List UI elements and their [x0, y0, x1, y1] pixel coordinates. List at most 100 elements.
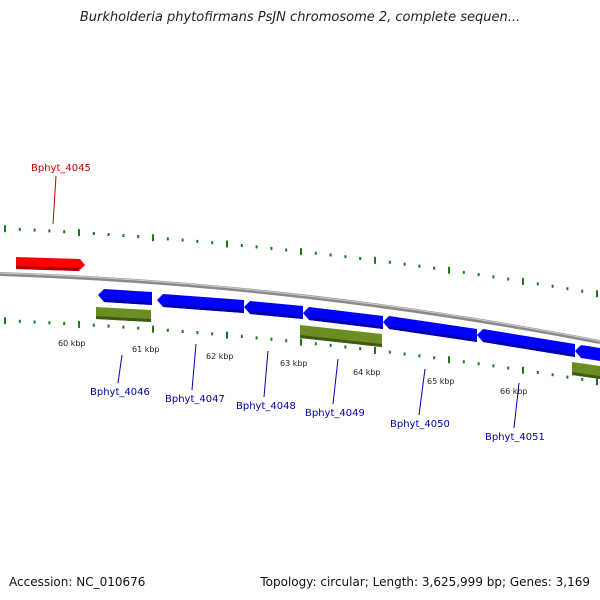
label-leader-line — [513, 382, 520, 429]
scale-tick — [522, 366, 524, 374]
scale-tick — [240, 243, 243, 247]
tick-label: 65 kbp — [427, 377, 455, 386]
scale-tick — [507, 366, 510, 370]
scale-tick — [418, 264, 421, 268]
scale-tick — [536, 370, 539, 374]
scale-tick — [448, 266, 450, 274]
scale-tick — [492, 364, 495, 368]
scale-tick — [181, 329, 184, 333]
upper-tick-row — [4, 225, 598, 298]
scale-tick — [566, 287, 569, 291]
topology-info: Topology: circular; Length: 3,625,999 bp… — [260, 575, 590, 589]
scale-tick — [255, 245, 258, 249]
scale-tick — [255, 336, 258, 340]
scale-tick — [581, 289, 584, 293]
scale-tick — [300, 248, 302, 256]
gene-label-bphyt-4048[interactable]: Bphyt_4048 — [236, 401, 296, 412]
gene-bphyt-4051[interactable] — [477, 329, 575, 357]
gene-partial[interactable] — [575, 345, 600, 361]
scale-tick — [329, 343, 332, 347]
scale-tick — [92, 232, 95, 236]
scale-tick — [285, 339, 288, 343]
scale-tick — [78, 320, 80, 328]
scale-tick — [211, 241, 214, 245]
scale-tick — [374, 346, 376, 354]
scale-tick — [551, 284, 554, 288]
scale-tick — [388, 350, 391, 354]
tick-label: 64 kbp — [353, 368, 381, 377]
scale-tick — [4, 225, 6, 233]
label-leader-line — [332, 358, 339, 405]
scale-tick — [196, 239, 199, 243]
scale-tick — [63, 230, 66, 234]
scale-tick — [181, 238, 184, 242]
scale-tick — [48, 229, 51, 233]
scale-tick — [240, 334, 243, 338]
gene-bphyt-4050[interactable] — [383, 316, 477, 342]
scale-tick — [462, 360, 465, 364]
tick-label: 60 kbp — [58, 339, 86, 348]
tick-label: 63 kbp — [280, 359, 308, 368]
scale-tick — [18, 227, 21, 231]
feature-green-3[interactable] — [572, 362, 600, 379]
feature-green-1[interactable] — [96, 307, 151, 322]
scale-tick — [137, 235, 140, 239]
scale-tick — [329, 253, 332, 257]
scale-tick — [137, 326, 140, 330]
scale-tick — [596, 290, 598, 298]
tick-label: 66 kbp — [500, 387, 528, 396]
scale-tick — [418, 354, 421, 358]
scale-tick — [448, 356, 450, 364]
scale-tick — [166, 328, 169, 332]
scale-tick — [78, 229, 80, 237]
tick-label: 61 kbp — [132, 345, 160, 354]
scale-tick — [344, 345, 347, 349]
scale-tick — [152, 234, 154, 242]
scale-tick — [166, 237, 169, 241]
scale-tick — [522, 277, 524, 285]
scale-tick — [63, 322, 66, 326]
scale-tick — [33, 228, 36, 232]
label-leader-line — [418, 368, 426, 416]
scale-tick — [507, 277, 510, 281]
scale-tick — [300, 338, 302, 346]
scale-tick — [477, 273, 480, 277]
gene-bphyt-4047[interactable] — [157, 294, 244, 313]
gene-bphyt-4049[interactable] — [303, 307, 383, 329]
scale-tick — [196, 331, 199, 335]
scale-tick — [226, 240, 228, 248]
scale-tick — [314, 342, 317, 346]
scale-tick — [122, 234, 125, 238]
scale-tick — [122, 325, 125, 329]
gene-label-bphyt-4050[interactable]: Bphyt_4050 — [390, 419, 450, 430]
accession-info: Accession: NC_010676 — [9, 575, 146, 589]
scale-tick — [492, 275, 495, 279]
scale-tick — [403, 262, 406, 266]
gene-bphyt-4048[interactable] — [244, 301, 303, 319]
scale-tick — [270, 246, 273, 250]
scale-tick — [211, 332, 214, 336]
scale-tick — [566, 375, 569, 379]
scale-tick — [285, 248, 288, 252]
gene-bphyt-4046[interactable] — [98, 289, 152, 305]
scale-tick — [92, 323, 95, 327]
tick-label: 62 kbp — [206, 352, 234, 361]
scale-tick — [4, 317, 6, 325]
scale-tick — [314, 251, 317, 255]
feature-green-2[interactable] — [300, 325, 382, 347]
scale-tick — [107, 324, 110, 328]
gene-bphyt-4045[interactable] — [16, 257, 85, 271]
gene-label-bphyt-4047[interactable]: Bphyt_4047 — [165, 394, 225, 405]
scale-tick — [270, 337, 273, 341]
gene-label-bphyt-4045[interactable]: Bphyt_4045 — [31, 163, 91, 174]
gene-label-bphyt-4051[interactable]: Bphyt_4051 — [485, 432, 545, 443]
label-leader-line — [52, 175, 57, 225]
genome-backbone — [0, 272, 600, 344]
gene-label-bphyt-4046[interactable]: Bphyt_4046 — [90, 387, 150, 398]
lower-tick-row — [4, 317, 598, 386]
scale-tick — [596, 378, 598, 386]
scale-tick — [462, 270, 465, 274]
gene-label-bphyt-4049[interactable]: Bphyt_4049 — [305, 408, 365, 419]
scale-tick — [374, 256, 376, 264]
